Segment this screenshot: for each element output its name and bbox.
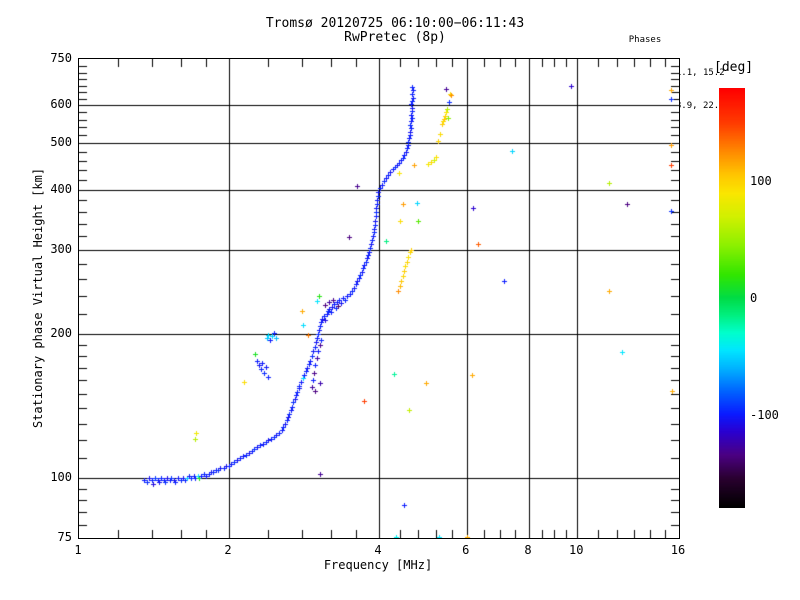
y-tick-400: 400 [50,181,72,196]
colorbar-tick--100: -100 [750,407,779,422]
x-tick-1: 1 [74,543,82,557]
x-tick-16: 16 [670,543,686,557]
plot-area [78,58,680,539]
x-tick-6: 6 [462,543,470,557]
plot-title-line2: RwPretec (8p) [344,30,446,45]
colorbar-canvas [719,88,745,508]
y-tick-500: 500 [50,135,72,150]
y-axis-title: Stationary phase Virtual Height [km] [31,167,45,429]
x-axis-title: Frequency [MHz] [323,558,433,572]
scatter-plot-canvas [79,59,679,538]
y-tick-300: 300 [50,241,72,256]
page-title: Tromsø 20120725 06:10:00−06:11:43 RwPret… [0,17,790,45]
y-tick-75: 75 [57,530,72,544]
colorbar [719,88,745,508]
y-tick-750: 750 [50,51,72,65]
x-tick-4: 4 [374,543,382,557]
colorbar-tick-100: 100 [750,174,772,189]
x-tick-2: 2 [224,543,232,557]
colorbar-unit-label: [deg] [714,60,754,75]
colorbar-tick-0: 0 [750,291,758,305]
x-tick-8: 8 [524,543,532,557]
x-tick-10: 10 [569,543,584,557]
y-tick-600: 600 [50,97,72,112]
phase-stats-heading: Phases [628,35,662,45]
y-tick-200: 200 [50,325,72,340]
plot-title-line1: Tromsø 20120725 06:10:00−06:11:43 [265,16,525,31]
y-tick-100: 100 [50,470,72,485]
